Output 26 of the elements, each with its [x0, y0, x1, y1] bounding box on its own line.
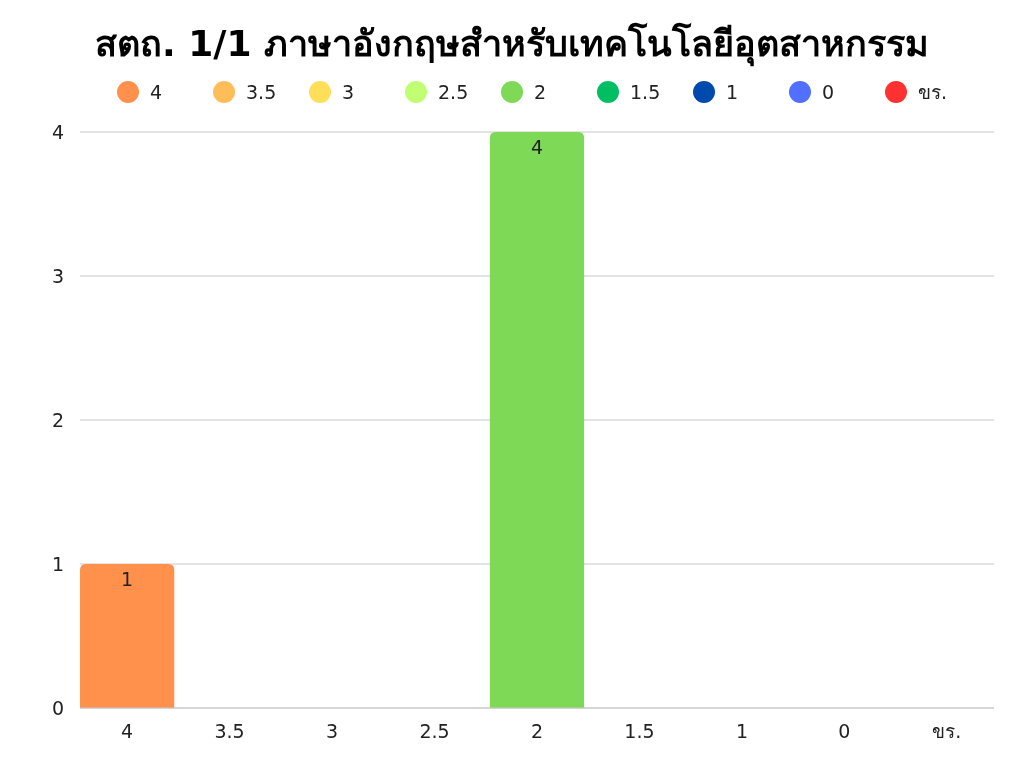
chart-title: สตถ. 1/1 ภาษาอังกฤษสำหรับเทคโนโลยีอุตสาหกรรม [95, 22, 929, 67]
legend-label: 3 [342, 81, 355, 103]
legend-label: ขร. [918, 81, 948, 103]
legend-label: 4 [150, 81, 163, 103]
x-tick-label: 2 [530, 720, 544, 742]
legend-label: 1.5 [630, 81, 661, 103]
legend-label: 2.5 [438, 81, 469, 103]
y-tick-label: 2 [51, 408, 64, 431]
legend-label: 0 [822, 81, 835, 103]
data-label: 1 [121, 568, 134, 590]
y-tick-label: 3 [51, 264, 64, 287]
x-tick-label: 3 [326, 720, 339, 742]
legend-label: 2 [534, 81, 547, 103]
x-tick-label: ขร. [932, 720, 962, 742]
y-tick-label: 0 [51, 696, 64, 719]
legend-label: 3.5 [246, 81, 277, 103]
x-tick-label: 1.5 [624, 720, 655, 742]
legend-label: 1 [726, 81, 739, 103]
x-tick-label: 2.5 [419, 720, 450, 742]
x-tick-label: 0 [838, 720, 851, 742]
y-tick-label: 4 [51, 120, 64, 143]
y-tick-label: 1 [51, 552, 64, 575]
data-label: 4 [530, 136, 544, 158]
x-tick-label: 3.5 [214, 720, 245, 742]
x-tick-label: 4 [121, 720, 134, 742]
x-tick-label: 1 [735, 720, 748, 742]
